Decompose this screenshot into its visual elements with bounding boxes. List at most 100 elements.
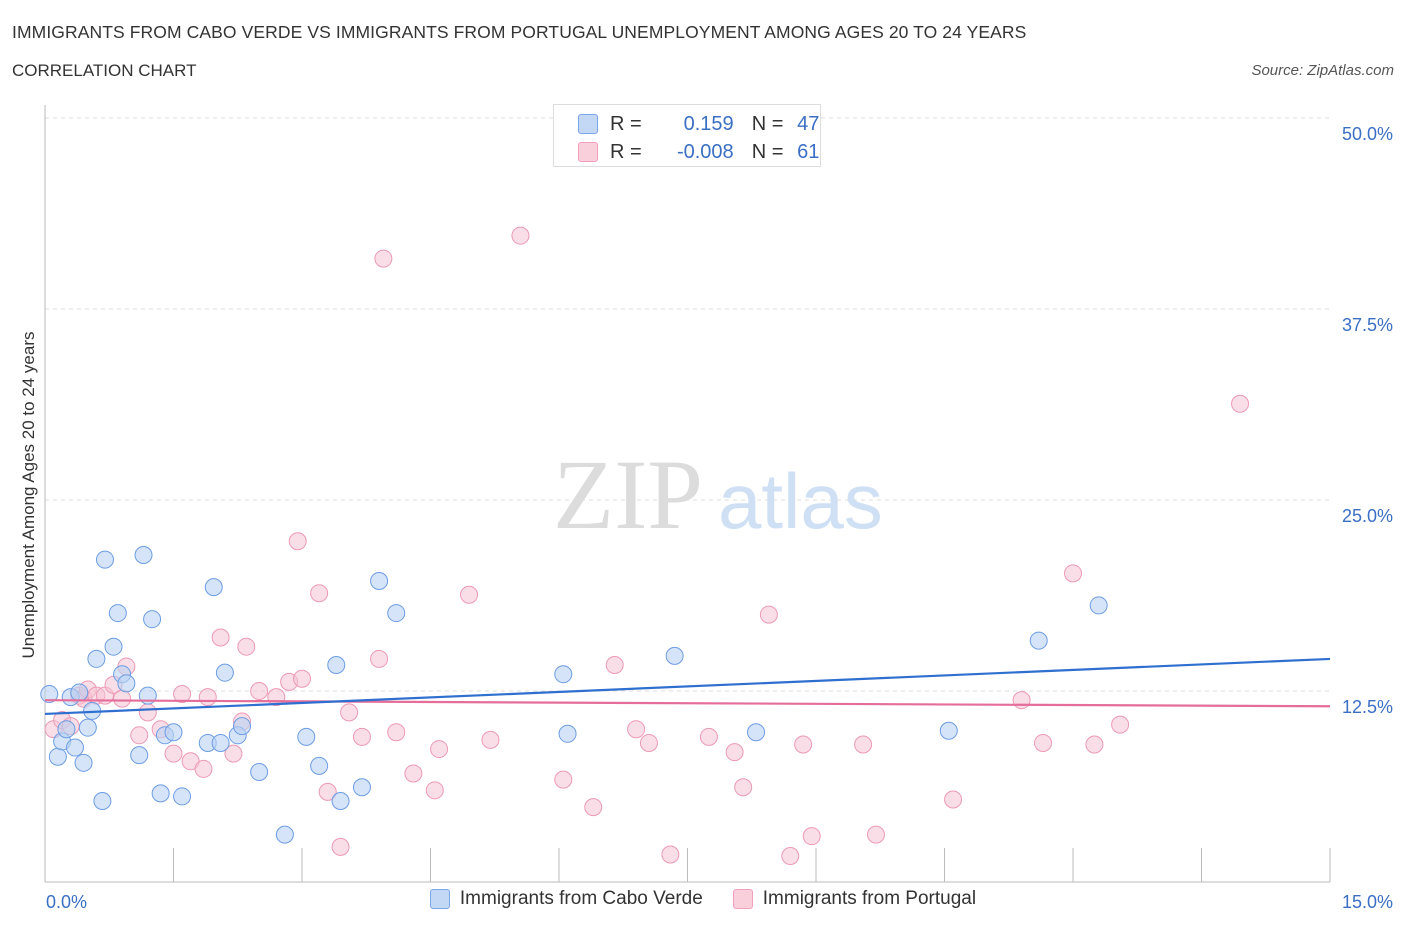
portugal-point: [310, 584, 329, 603]
portugal-point: [237, 637, 256, 656]
portugal-point: [173, 685, 192, 704]
cabo-verde-point: [87, 649, 106, 668]
cabo-verde-point: [665, 646, 684, 665]
stats-box: R = 0.159 N = 47 R = -0.008 N = 61: [553, 104, 821, 167]
portugal-point: [794, 735, 813, 754]
cabo-verde-point: [70, 683, 89, 702]
portugal-point: [1034, 733, 1053, 752]
legend-item-cabo-verde[interactable]: Immigrants from Cabo Verde: [429, 888, 703, 910]
portugal-point: [425, 781, 444, 800]
portugal-trend-line: [44, 699, 1331, 708]
portugal-point: [554, 770, 573, 789]
cabo-verde-point: [57, 720, 76, 739]
portugal-point: [224, 744, 243, 763]
cabo-verde-point: [74, 753, 93, 772]
portugal-point: [661, 845, 680, 864]
portugal-point: [164, 744, 183, 763]
legend-item-portugal[interactable]: Immigrants from Portugal: [732, 888, 977, 910]
x-tick-label: 15.0%: [1342, 892, 1393, 912]
portugal-point: [250, 682, 269, 700]
portugal-point: [198, 688, 217, 707]
portugal-point: [288, 532, 307, 551]
portugal-point: [759, 605, 778, 624]
grid-lines: [45, 117, 1330, 692]
portugal-point: [639, 733, 658, 752]
portugal-point: [866, 825, 885, 844]
cabo-verde-point: [1089, 596, 1108, 615]
stats-r-label: R =: [610, 112, 642, 135]
cabo-verde-point: [275, 825, 294, 844]
watermark-zip: ZIP: [553, 439, 703, 550]
y-tick-label: 12.5%: [1342, 697, 1393, 717]
portugal-point: [113, 689, 132, 708]
cabo-verde-point: [65, 738, 84, 757]
cabo-verde-point: [352, 778, 371, 797]
chart-title: IMMIGRANTS FROM CABO VERDE VS IMMIGRANTS…: [12, 22, 1027, 42]
cabo-verde-point: [331, 792, 350, 811]
legend: Immigrants from Cabo Verde Immigrants fr…: [0, 888, 1406, 910]
cabo-verde-point: [173, 787, 192, 806]
cabo-verde-point: [387, 604, 406, 623]
stats-r-value: -0.008: [676, 140, 734, 163]
portugal-point: [1231, 394, 1250, 413]
source-label: Source: ZipAtlas.com: [1251, 62, 1394, 79]
portugal-point: [130, 726, 149, 745]
cabo-verde-point: [108, 604, 127, 623]
portugal-point: [340, 703, 359, 722]
legend-label-portugal: Immigrants from Portugal: [762, 888, 977, 909]
cabo-verde-points: [40, 546, 1108, 844]
tick-labels: 12.5% 25.0% 37.5% 50.0% 0.0% 15.0%: [46, 124, 1393, 912]
cabo-verde-point: [233, 717, 252, 736]
cabo-verde-point: [40, 685, 59, 704]
portugal-point: [293, 669, 311, 688]
cabo-verde-point: [310, 756, 329, 775]
cabo-verde-point: [327, 656, 346, 675]
portugal-point: [211, 628, 230, 647]
portugal-point: [387, 723, 406, 742]
portugal-point: [699, 727, 718, 746]
cabo-verde-point: [164, 723, 183, 742]
legend-swatch-cabo-verde: [429, 889, 450, 909]
cabo-verde-point: [558, 724, 577, 743]
watermark: ZIP atlas: [553, 439, 883, 550]
portugal-point: [854, 735, 873, 754]
y-tick-label: 37.5%: [1342, 315, 1393, 335]
cabo-verde-point: [215, 663, 234, 682]
cabo-verde-point: [370, 571, 389, 590]
cabo-verde-point: [747, 723, 766, 742]
cabo-verde-point: [211, 733, 230, 752]
cabo-verde-point: [95, 550, 114, 569]
cabo-verde-point: [48, 747, 67, 766]
portugal-point: [374, 249, 393, 268]
x-tick-label: 0.0%: [46, 892, 87, 912]
portugal-point: [734, 778, 753, 797]
stats-row-cabo-verde: R = 0.159 N = 47: [578, 111, 819, 137]
cabo-verde-point: [204, 578, 223, 597]
cabo-verde-point: [93, 792, 112, 811]
portugal-point: [1012, 691, 1031, 710]
legend-label-cabo-verde: Immigrants from Cabo Verde: [459, 888, 703, 909]
cabo-verde-point: [297, 727, 316, 746]
portugal-point: [318, 782, 337, 801]
stats-r-value: 0.159: [683, 112, 734, 135]
stats-row-portugal: R = -0.008 N = 61: [578, 139, 819, 165]
cabo-verde-point: [78, 718, 97, 737]
cabo-verde-point: [117, 674, 136, 693]
cabo-verde-trend-line: [44, 657, 1331, 716]
y-tick-label: 50.0%: [1342, 124, 1393, 144]
portugal-point: [511, 226, 530, 245]
cabo-verde-point: [151, 784, 170, 803]
stats-n-label: N =: [751, 140, 784, 163]
watermark-atlas: atlas: [718, 457, 883, 545]
portugal-point: [584, 798, 603, 817]
cabo-verde-point: [554, 665, 573, 684]
cabo-verde-point: [250, 762, 269, 781]
portugal-point: [802, 827, 821, 846]
stats-swatch-portugal: [578, 142, 598, 162]
portugal-point: [481, 730, 500, 749]
cabo-verde-point: [130, 746, 149, 765]
cabo-verde-point: [134, 546, 153, 565]
portugal-point: [404, 764, 423, 783]
portugal-point: [352, 727, 371, 746]
portugal-point: [627, 720, 646, 739]
